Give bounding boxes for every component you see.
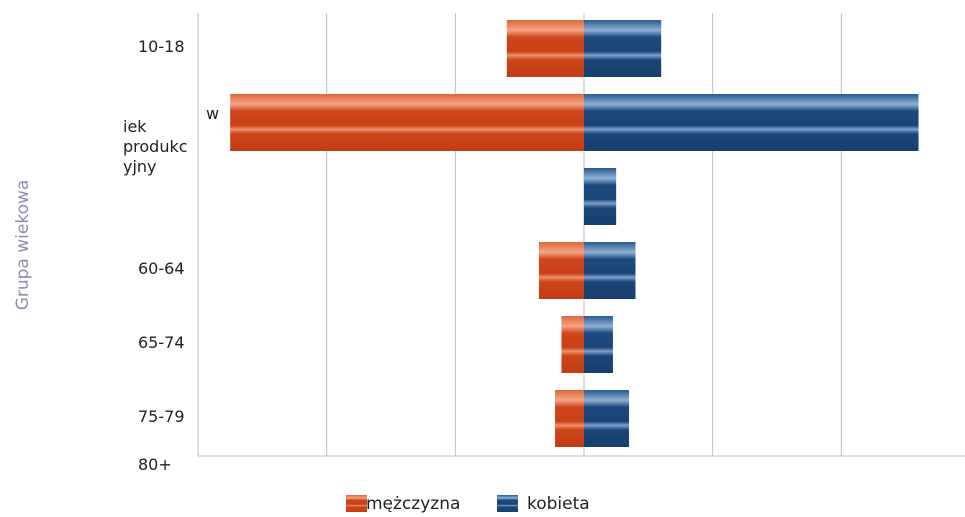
legend-label-0: mężczyzna bbox=[366, 494, 460, 514]
y-tick-label-1-line-3: yjny bbox=[123, 157, 157, 176]
bar-mężczyzna-3 bbox=[538, 242, 584, 299]
bar-mężczyzna-0 bbox=[506, 20, 584, 77]
bar-mężczyzna-4 bbox=[561, 316, 584, 373]
bar-kobieta-3 bbox=[584, 242, 636, 299]
y-tick-label-1-line-1: iek bbox=[123, 117, 147, 136]
bar-kobieta-5 bbox=[584, 390, 630, 447]
bar-mężczyzna-1 bbox=[230, 94, 584, 151]
y-tick-label-3: 60-64 bbox=[138, 259, 185, 278]
bar-kobieta-1 bbox=[584, 94, 919, 151]
y-tick-label-4: 65-74 bbox=[138, 333, 185, 352]
gridlines bbox=[326, 13, 842, 456]
bar-mężczyzna-5 bbox=[555, 390, 584, 447]
axes bbox=[197, 13, 965, 457]
legend-swatch-1 bbox=[497, 495, 518, 512]
y-tick-label-1-line-2: produkc bbox=[123, 137, 188, 156]
legend-swatch-0 bbox=[346, 495, 367, 512]
y-tick-label-5: 75-79 bbox=[138, 407, 185, 426]
y-tick-label-bottom: 80+ bbox=[138, 455, 172, 474]
y-tick-label-1-line-0: w bbox=[206, 104, 219, 123]
bar-kobieta-2 bbox=[584, 168, 617, 225]
y-tick-label-0: 10-18 bbox=[138, 37, 185, 56]
legend-label-1: kobieta bbox=[527, 494, 590, 514]
bars bbox=[230, 20, 919, 447]
bar-kobieta-0 bbox=[584, 20, 662, 77]
y-axis-title: Grupa wiekowa bbox=[13, 180, 33, 311]
bar-kobieta-4 bbox=[584, 316, 613, 373]
legend: mężczyzna kobieta bbox=[346, 494, 590, 514]
